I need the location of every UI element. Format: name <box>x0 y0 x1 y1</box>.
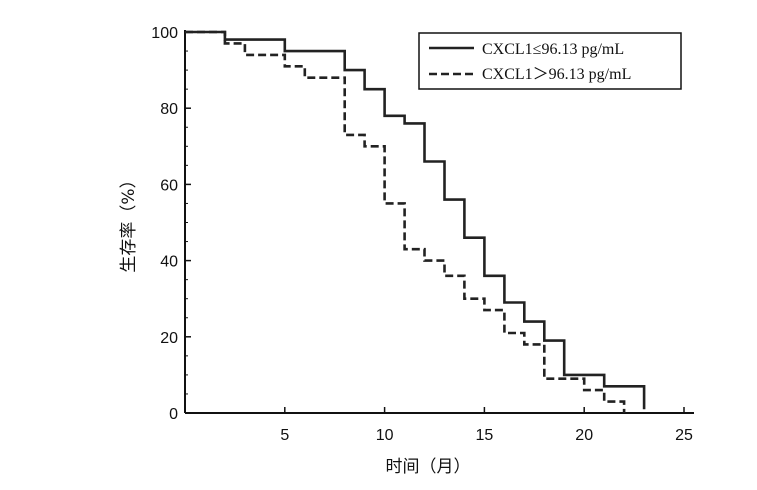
x-tick-label: 15 <box>476 427 494 444</box>
legend: CXCL1≤96.13 pg/mL CXCL1＞96.13 pg/mL <box>418 32 682 90</box>
y-ticks: 0 20 40 60 80 100 <box>151 25 191 423</box>
y-tick-label: 40 <box>160 254 178 271</box>
x-tick-label: 10 <box>376 427 394 444</box>
y-tick-label: 20 <box>160 330 178 347</box>
series-line-high <box>185 30 626 413</box>
x-tick-label: 25 <box>675 427 693 444</box>
series-layer <box>185 30 646 413</box>
legend-label-low: CXCL1≤96.13 pg/mL <box>482 41 624 58</box>
legend-label-high: CXCL1＞96.13 pg/mL <box>482 66 631 83</box>
legend-box <box>418 32 682 90</box>
series-line-low <box>185 30 646 410</box>
y-tick-label: 100 <box>151 25 178 42</box>
y-tick-label: 0 <box>169 406 178 423</box>
y-tick-label: 60 <box>160 177 178 194</box>
x-tick-label: 5 <box>280 427 289 444</box>
x-tick-label: 20 <box>575 427 593 444</box>
x-axis-title: 时间（月） <box>386 457 471 477</box>
x-ticks: 5 10 15 20 25 <box>280 407 693 444</box>
axes <box>184 30 694 414</box>
y-tick-label: 80 <box>160 101 178 118</box>
y-axis-title: 生存率（%） <box>119 171 139 272</box>
